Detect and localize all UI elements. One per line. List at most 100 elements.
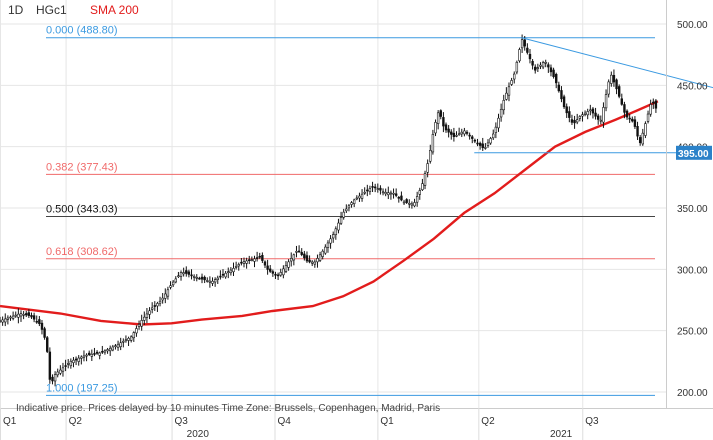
candle-body <box>644 123 647 136</box>
candle-body <box>397 197 400 199</box>
current-price-label: 395.00 <box>678 149 709 160</box>
candle-body <box>549 67 553 73</box>
candle-body <box>617 86 621 97</box>
candle-body <box>555 74 558 84</box>
price-tick-label: 350.00 <box>677 204 708 215</box>
candle-body <box>53 374 57 382</box>
candle-body <box>468 134 471 137</box>
candle-body <box>30 315 33 318</box>
candle-body <box>216 277 219 280</box>
candle-body <box>158 300 162 304</box>
candle-body <box>623 104 626 113</box>
candle-body <box>255 257 259 259</box>
candle-body <box>408 202 411 205</box>
symbol-label[interactable]: HGc1 <box>36 3 67 17</box>
candle-body <box>311 261 314 264</box>
candle-body <box>586 111 589 116</box>
candle-body <box>88 352 91 355</box>
fibonacci-retracement[interactable]: 0.000 (488.80) 0.382 (377.43) 0.500 (343.0… <box>46 25 655 396</box>
candle-body <box>263 261 267 266</box>
candle-body <box>612 75 616 83</box>
candle-body <box>67 363 70 365</box>
candle-body <box>234 266 238 268</box>
candle-body <box>570 119 574 123</box>
candle-body <box>355 197 359 200</box>
candle-body <box>93 353 96 355</box>
candle-body <box>646 113 650 122</box>
candle-body <box>400 195 403 201</box>
candle-body <box>40 322 44 330</box>
candle-body <box>203 276 206 281</box>
candle-body <box>381 191 385 194</box>
candle-body <box>531 60 534 66</box>
candle-body <box>321 250 324 257</box>
candle-body <box>25 313 28 316</box>
candle-body <box>124 339 128 342</box>
candle-body <box>523 39 526 47</box>
candle-body <box>171 281 175 286</box>
candle-body <box>72 359 75 363</box>
candle-body <box>350 202 353 205</box>
candle-body <box>11 315 15 319</box>
candle-body <box>515 61 519 73</box>
candle-body <box>166 289 170 297</box>
candle-body <box>534 66 537 71</box>
sma-indicator-label[interactable]: SMA 200 <box>90 3 139 17</box>
candle-body <box>316 258 319 263</box>
candle-body <box>61 367 65 372</box>
candle-body <box>108 347 112 352</box>
candle-body <box>544 61 547 64</box>
price-tick-label: 450.00 <box>677 81 708 92</box>
candle-body <box>633 119 637 127</box>
candle-body <box>489 138 492 144</box>
candle-body <box>274 273 277 276</box>
candle-body <box>541 62 545 68</box>
candle-body <box>513 73 516 80</box>
candle-body <box>473 139 477 142</box>
candle-body <box>232 268 235 273</box>
time-tick-label: Q4 <box>277 416 291 427</box>
candle-body <box>48 351 52 380</box>
candle-body <box>269 268 272 272</box>
time-axis[interactable]: Q1 Q2 Q3 Q4 Q1 Q2 Q3 2020 2021 <box>0 408 713 440</box>
candle-body <box>575 119 579 123</box>
candle-body <box>221 273 225 276</box>
candle-body <box>405 199 408 203</box>
candle-body <box>562 96 566 108</box>
fib-level-label: 1.000 (197.25) <box>46 382 118 394</box>
candle-body <box>313 261 317 265</box>
candle-body <box>148 310 151 315</box>
candle-body <box>145 313 149 318</box>
candle-body <box>394 193 398 196</box>
price-axis[interactable]: 200.00250.00300.00350.00400.00450.00500.… <box>666 0 713 408</box>
candle-body <box>103 350 107 353</box>
time-tick-label: Q2 <box>69 416 83 427</box>
candle-body <box>389 192 393 195</box>
candle-body <box>329 238 332 244</box>
candle-body <box>539 64 542 67</box>
candle-body <box>14 314 17 317</box>
candle-body <box>345 208 348 212</box>
time-tick-label: Q1 <box>3 416 17 427</box>
candle-body <box>373 186 377 189</box>
drawing-tools[interactable] <box>474 37 713 154</box>
candle-body <box>119 342 122 347</box>
candle-body <box>150 307 154 310</box>
candle-body <box>164 293 167 299</box>
candle-body <box>599 119 603 122</box>
candle-body <box>69 360 73 367</box>
candle-body <box>56 371 59 376</box>
candle-body <box>253 258 256 262</box>
candle-body <box>502 100 505 111</box>
candle-body <box>460 131 463 135</box>
candle-body <box>248 259 251 262</box>
candle-body <box>518 49 521 62</box>
interval-label[interactable]: 1D <box>8 3 24 17</box>
candle-body <box>219 275 222 278</box>
fib-level-label: 0.382 (377.43) <box>46 161 118 173</box>
candle-body <box>641 132 644 145</box>
candle-body <box>6 317 10 320</box>
candle-body <box>392 192 395 195</box>
candle-body <box>156 303 159 307</box>
